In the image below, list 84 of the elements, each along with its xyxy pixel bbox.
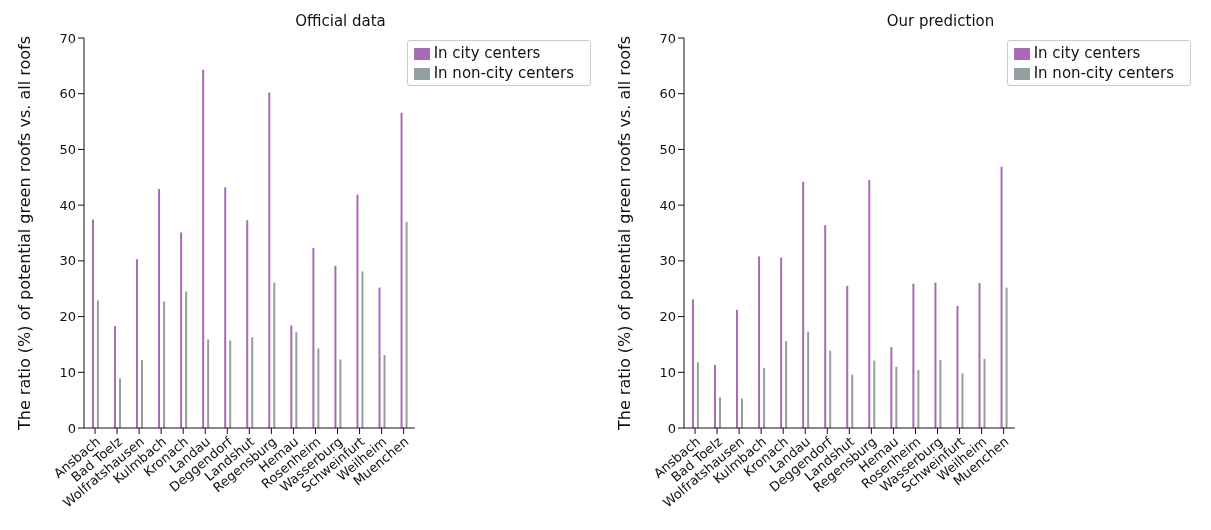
bar (807, 331, 810, 428)
bar (202, 69, 205, 428)
y-tick-label: 40 (659, 197, 676, 213)
legend-label: In non-city centers (1033, 64, 1174, 82)
bar (361, 271, 364, 428)
y-tick-label: 60 (59, 86, 76, 102)
bar (339, 359, 342, 428)
bar (846, 285, 849, 428)
bar (356, 194, 359, 428)
bar (273, 282, 276, 428)
bar (736, 309, 739, 428)
y-tick-label: 50 (659, 142, 676, 158)
bar (873, 360, 876, 428)
bar (961, 373, 964, 428)
bar (312, 248, 315, 428)
bar (713, 365, 716, 428)
bar (829, 350, 832, 428)
bar (802, 181, 805, 428)
y-tick-label: 0 (67, 420, 76, 436)
legend-label: In non-city centers (433, 64, 574, 82)
y-tick-label: 20 (59, 309, 76, 325)
y-tick-label: 70 (659, 30, 676, 46)
bar (1005, 287, 1008, 428)
y-tick-label: 0 (667, 420, 676, 436)
bar (956, 305, 959, 428)
y-tick-label: 10 (659, 364, 676, 380)
bar (251, 337, 254, 428)
y-tick-label: 30 (59, 253, 76, 269)
bar (741, 398, 744, 428)
bar (934, 282, 937, 428)
bar (983, 358, 986, 428)
bar (939, 360, 942, 428)
bar (378, 287, 381, 428)
bar (91, 219, 94, 428)
bar (405, 221, 408, 428)
y-axis-title: The ratio (%) of potential green roofs vs. all roofs (614, 35, 634, 432)
y-tick-label: 70 (59, 30, 76, 46)
bar (118, 378, 121, 428)
bar (163, 301, 166, 428)
bar (868, 180, 871, 428)
bar (383, 355, 386, 428)
bar (691, 299, 694, 428)
bar (268, 92, 271, 428)
bar (851, 374, 854, 428)
y-tick-label: 40 (59, 197, 76, 213)
bar (96, 300, 99, 428)
chart-title: Official data (294, 12, 387, 30)
bar (207, 339, 210, 428)
y-axis-title: The ratio (%) of potential green roofs vs. all roofs (14, 35, 34, 432)
bar (400, 112, 403, 428)
bar (317, 348, 320, 428)
y-tick-label: 60 (659, 86, 676, 102)
bar (290, 325, 293, 428)
bar (696, 362, 699, 428)
legend-label: In city centers (433, 44, 541, 62)
legend-label: In city centers (1033, 44, 1141, 62)
bar (912, 283, 915, 428)
bar (785, 341, 788, 428)
bar (158, 188, 161, 428)
bar (917, 370, 920, 428)
bar (113, 326, 116, 428)
bar (141, 360, 144, 428)
bar (334, 265, 337, 428)
y-tick-label: 20 (659, 309, 676, 325)
bar (718, 397, 721, 428)
bar (895, 366, 898, 428)
bar (1000, 166, 1003, 428)
bar (136, 259, 139, 428)
bar (180, 232, 183, 428)
bar (978, 283, 981, 428)
bar (185, 291, 188, 428)
bar (780, 257, 783, 428)
y-tick-label: 10 (59, 364, 76, 380)
bar (295, 332, 298, 428)
bar (229, 340, 232, 428)
bar (824, 225, 827, 428)
bar (758, 256, 761, 428)
y-tick-label: 50 (59, 142, 76, 158)
bar (246, 220, 249, 428)
chart-title: Our prediction (885, 12, 996, 30)
bar (890, 347, 893, 428)
bar (224, 187, 227, 428)
y-tick-label: 30 (659, 253, 676, 269)
bar (763, 367, 766, 428)
